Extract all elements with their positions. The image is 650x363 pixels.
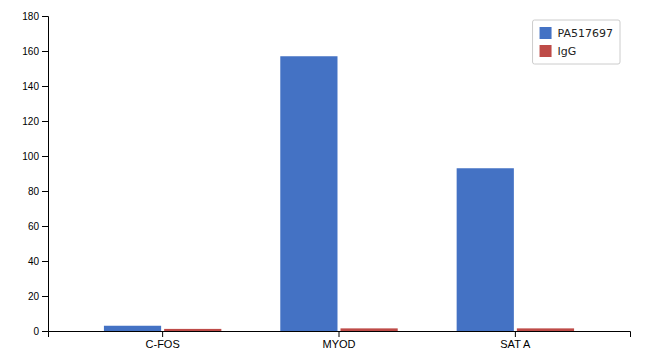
y-tick: 40 [28,256,48,267]
y-tick: 180 [22,11,48,22]
y-tick-label: 180 [22,11,39,22]
bar [341,328,398,331]
legend-label: PA517697 [558,27,613,40]
y-tick: 120 [22,116,48,127]
y-tick-mark [42,86,48,87]
y-tick-mark [42,261,48,262]
x-tick-label: SAT A [500,338,531,350]
x-tick: MYOD [323,331,356,350]
y-tick-mark [42,51,48,52]
bar [280,56,337,331]
x-tick-label: C-FOS [146,338,180,350]
legend-item: IgG [540,45,577,58]
x-axis-line [49,332,631,338]
y-tick-mark [42,156,48,157]
bar-series [104,56,514,331]
y-tick-mark [42,331,48,332]
y-tick-label: 160 [22,46,39,57]
y-tick-label: 0 [33,326,39,337]
x-axis: C-FOS MYOD SAT A [49,331,631,350]
legend-label: IgG [558,45,577,58]
y-tick-mark [42,16,48,17]
y-tick-mark [42,121,48,122]
y-tick-mark [42,191,48,192]
y-tick-label: 20 [28,291,40,302]
x-tick-label: MYOD [323,338,356,350]
y-axis-line [42,17,49,332]
y-tick-mark [42,226,48,227]
bar [164,329,221,331]
legend-box [533,20,620,64]
y-tick-label: 80 [28,186,40,197]
x-tick-mark [515,331,516,337]
legend-swatch [540,45,552,57]
y-tick: 80 [28,186,48,197]
chart: 0 20 40 60 80 100 120 140 160 180 C-FOS MYOD SAT A PA… [0,0,650,363]
y-tick-label: 100 [22,151,39,162]
x-tick-mark [339,331,340,337]
y-tick-label: 60 [28,221,40,232]
y-tick: 20 [28,291,48,302]
legend-swatch [540,27,552,39]
y-tick-mark [42,296,48,297]
bars [104,56,574,331]
y-tick: 60 [28,221,48,232]
y-axis: 0 20 40 60 80 100 120 140 160 180 [22,11,48,337]
bar [457,168,514,331]
y-tick: 100 [22,151,48,162]
y-tick: 0 [33,326,48,337]
bar [517,328,574,331]
y-tick-label: 120 [22,116,39,127]
x-tick-mark [162,331,163,337]
y-tick: 160 [22,46,48,57]
legend-item: PA517697 [540,27,613,40]
y-tick-label: 140 [22,81,39,92]
x-tick: C-FOS [146,331,180,350]
legend: PA517697 IgG [533,20,620,64]
bar [104,326,161,331]
x-tick: SAT A [500,331,531,350]
bar-series [164,328,574,331]
y-tick-label: 40 [28,256,40,267]
y-tick: 140 [22,81,48,92]
plot: 0 20 40 60 80 100 120 140 160 180 C-FOS MYOD SAT A PA… [22,11,630,350]
